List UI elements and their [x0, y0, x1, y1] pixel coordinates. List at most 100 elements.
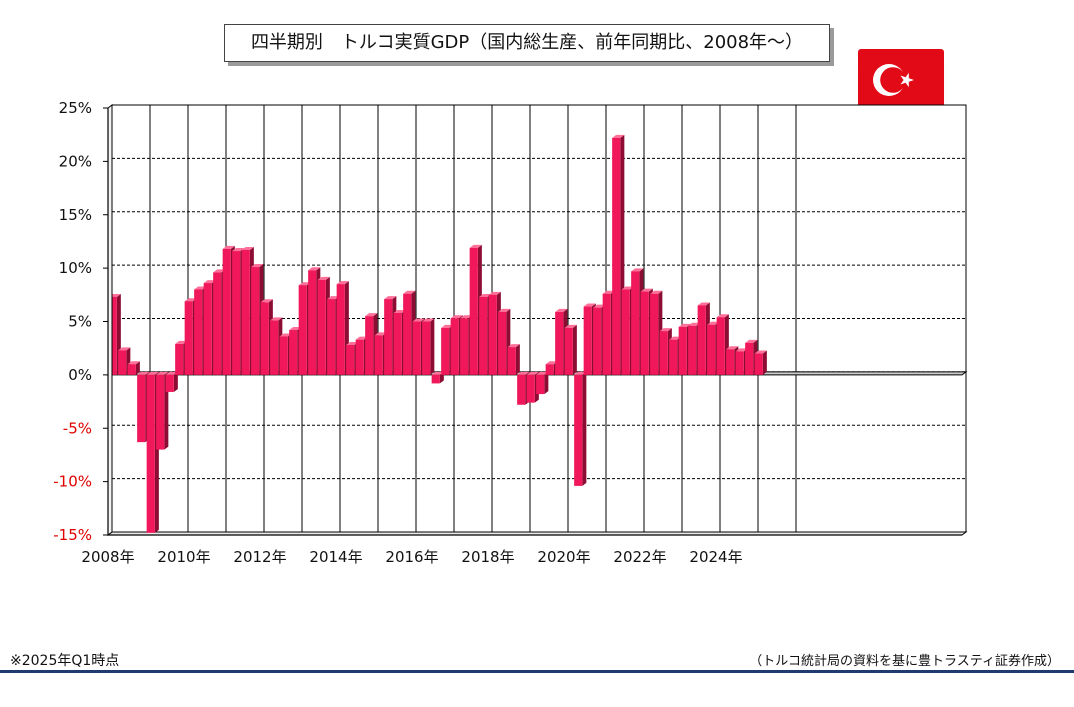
- bar-top: [498, 308, 511, 312]
- bar-top: [583, 303, 596, 307]
- bar-top: [593, 304, 606, 308]
- bar-top: [564, 324, 577, 328]
- bar-top: [403, 290, 416, 294]
- bar: [127, 361, 140, 375]
- bar-top: [156, 371, 169, 375]
- bar-front: [327, 299, 336, 375]
- bar-top: [431, 371, 444, 375]
- bar-side: [572, 324, 577, 375]
- bar-front: [640, 291, 649, 375]
- bar-side: [544, 371, 549, 395]
- bar-front: [659, 331, 668, 375]
- bar-front: [260, 302, 269, 375]
- bar-top: [488, 291, 501, 295]
- bar-top: [688, 322, 701, 326]
- bar-front: [137, 374, 146, 443]
- bar-front: [441, 327, 450, 375]
- bar-front: [431, 374, 440, 384]
- bar-front: [574, 374, 583, 486]
- x-tick-label: 2020年: [537, 548, 590, 566]
- bar-front: [412, 321, 421, 375]
- bar-front: [308, 270, 317, 375]
- bar-front: [754, 353, 763, 375]
- bar-front: [251, 267, 260, 375]
- bar-top: [384, 296, 397, 300]
- bar-top: [308, 267, 321, 271]
- x-tick-label: 2010年: [157, 548, 210, 566]
- bar-front: [232, 251, 241, 375]
- bar-top: [412, 318, 425, 322]
- bar-top: [422, 318, 435, 322]
- bar-front: [526, 374, 535, 403]
- bar-top: [241, 246, 254, 250]
- bar-top: [460, 315, 473, 319]
- bar-front: [108, 296, 117, 375]
- bar-top: [317, 276, 330, 280]
- x-tick-label: 2014年: [309, 548, 362, 566]
- bar-front: [403, 293, 412, 375]
- x-tick-label: 2008年: [81, 548, 134, 566]
- bar-side: [582, 371, 587, 486]
- bar-top: [289, 327, 302, 331]
- y-tick-label: 0%: [68, 366, 92, 384]
- bar-front: [536, 374, 545, 395]
- bar-front: [336, 284, 345, 375]
- bar-top: [745, 339, 758, 343]
- bar-front: [146, 374, 155, 533]
- bar-front: [298, 285, 307, 375]
- y-tick-label: 10%: [59, 259, 92, 277]
- bar-front: [279, 336, 288, 375]
- bar-front: [545, 364, 554, 375]
- bar-top: [536, 371, 549, 375]
- bar-top: [697, 302, 710, 306]
- bar-front: [602, 293, 611, 375]
- bar-top: [165, 371, 178, 375]
- bar-top: [175, 340, 188, 344]
- bar-front: [346, 344, 355, 375]
- bar-front: [564, 327, 573, 375]
- bar-top: [517, 371, 530, 375]
- bar-top: [754, 350, 767, 354]
- bar-top: [298, 282, 311, 286]
- bar-front: [365, 316, 374, 375]
- bar-top: [355, 336, 368, 340]
- x-tick-label: 2012年: [233, 548, 286, 566]
- chart-title: 四半期別 トルコ実質GDP（国内総生産、前年同期比、2008年～）: [224, 24, 830, 62]
- bar-front: [393, 312, 402, 375]
- bar-top: [260, 299, 273, 303]
- bar-top: [203, 280, 216, 284]
- bar: [507, 344, 520, 375]
- bar-front: [726, 349, 735, 375]
- bar-top: [251, 264, 264, 268]
- bar-top: [194, 286, 207, 290]
- gdp-bar-chart: 25% 20% 15% 10% 5% 0% -5% -10% -15% 2008年 2010年 20…: [53, 99, 968, 566]
- y-tick-label: 5%: [68, 313, 92, 331]
- bar-top: [118, 347, 131, 351]
- bar-top: [526, 371, 539, 375]
- bar-top: [213, 269, 226, 273]
- bar-front: [156, 374, 165, 450]
- bar-front: [479, 296, 488, 375]
- bar-top: [232, 248, 245, 252]
- bar-side: [515, 344, 520, 375]
- bar: [564, 324, 577, 375]
- bar-top: [707, 321, 720, 325]
- bar-top: [640, 288, 653, 292]
- bar-front: [422, 321, 431, 375]
- bar-top: [374, 332, 387, 336]
- bar-front: [735, 351, 744, 375]
- bar-front: [716, 317, 725, 375]
- x-tick-label: 2018年: [461, 548, 514, 566]
- bar-front: [355, 339, 364, 375]
- bar-side: [430, 318, 435, 375]
- bar-top: [507, 344, 520, 348]
- y-tick-label: 25%: [59, 99, 92, 117]
- bar-front: [203, 283, 212, 375]
- bar-front: [688, 325, 697, 375]
- bar-top: [678, 323, 691, 327]
- bar-front: [650, 293, 659, 375]
- turkey-flag-icon: [858, 49, 944, 111]
- bar-front: [612, 137, 621, 375]
- bar-front: [289, 330, 298, 375]
- y-tick-label: -5%: [63, 419, 92, 437]
